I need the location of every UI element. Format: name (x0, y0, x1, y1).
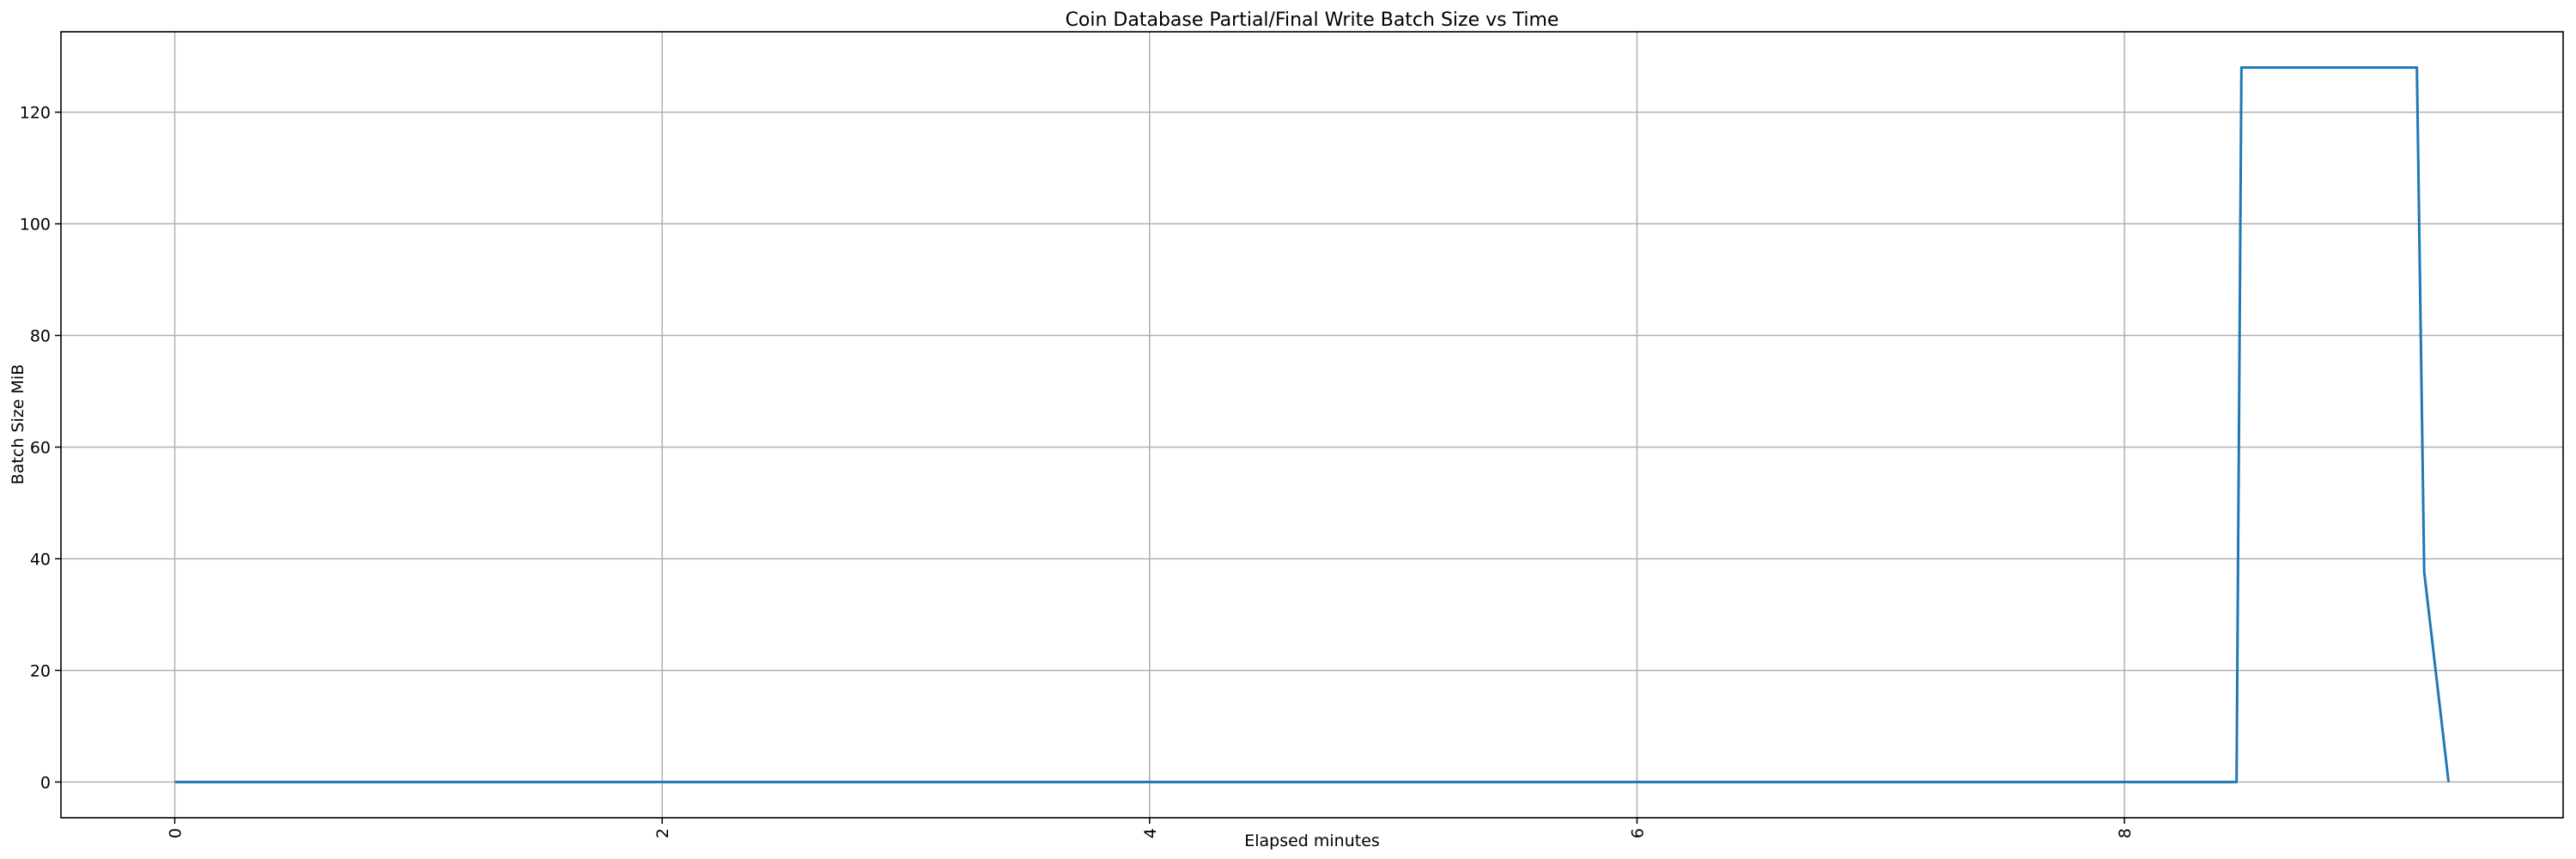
y-tick-label: 0 (40, 773, 51, 792)
y-tick-label: 80 (30, 327, 51, 346)
series-line (174, 66, 2451, 783)
x-tick-label: 6 (1628, 828, 1647, 838)
x-tick-label: 8 (2116, 828, 2135, 838)
grid-lines (61, 32, 2563, 818)
y-tick-label: 60 (30, 438, 51, 457)
x-tick-label: 0 (167, 828, 185, 838)
series-layer (174, 66, 2451, 783)
y-tick-label: 40 (30, 550, 51, 569)
x-tick-label: 2 (653, 828, 672, 838)
chart-title: Coin Database Partial/Final Write Batch … (1066, 9, 1559, 31)
y-tick-label: 100 (20, 216, 51, 235)
y-tick-label: 20 (30, 661, 51, 680)
x-axis-label: Elapsed minutes (1244, 832, 1380, 850)
y-tick-label: 120 (20, 104, 51, 123)
x-tick-label: 4 (1141, 828, 1160, 838)
y-axis-label: Batch Size MiB (9, 364, 27, 484)
plot-frame (60, 31, 2564, 819)
